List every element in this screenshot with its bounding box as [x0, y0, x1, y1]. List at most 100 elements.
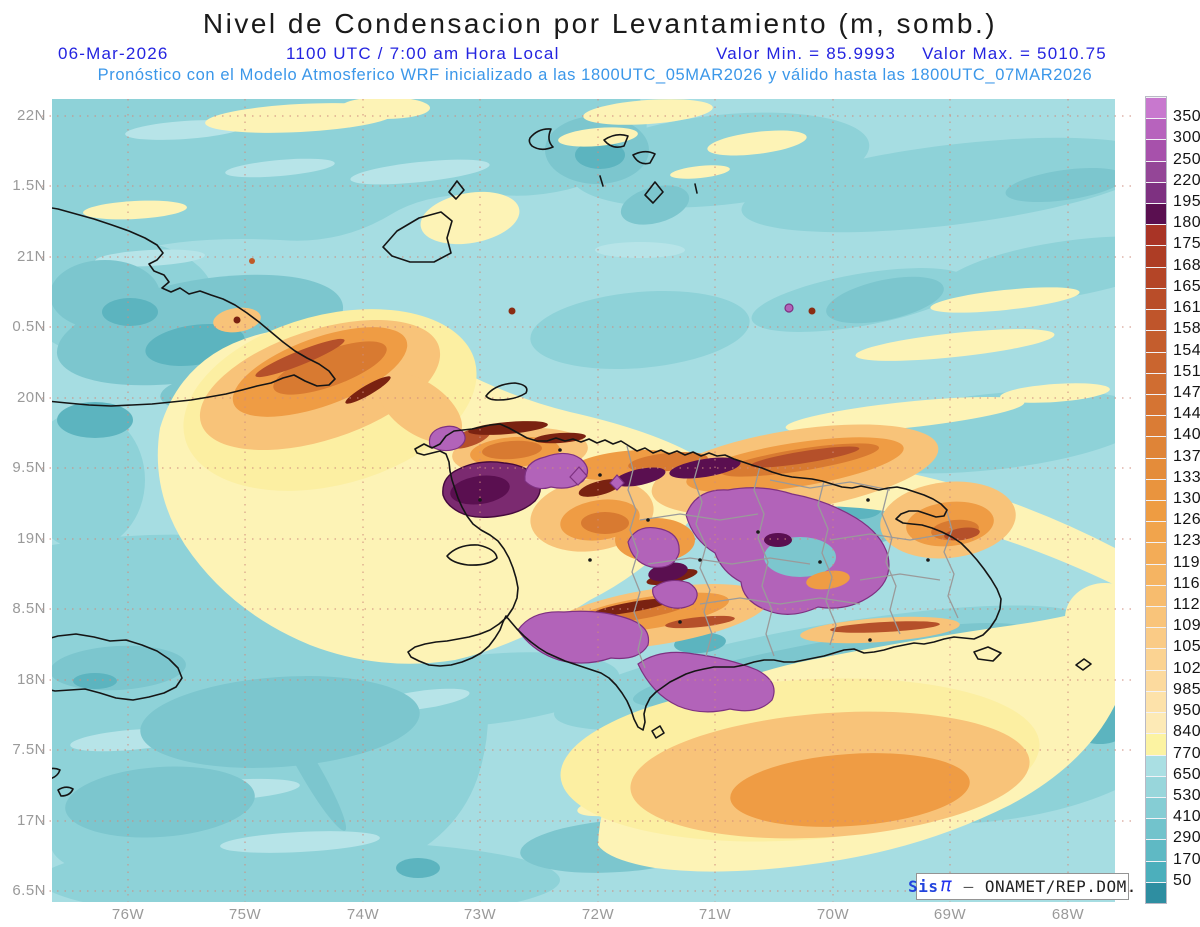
colorbar-cell	[1146, 224, 1166, 246]
colorbar-cell	[1146, 563, 1166, 585]
tortuga-island	[485, 382, 528, 401]
minmax-values: Valor Min. = 85.9993 Valor Max. = 5010.7…	[716, 44, 1107, 64]
x-axis-label: 68W	[1051, 906, 1085, 923]
colorbar-label: 1545	[1173, 341, 1200, 359]
colorbar-label: 1650	[1173, 277, 1200, 295]
watermark-brand: Sis	[908, 877, 939, 896]
colorbar-label: 1055	[1173, 638, 1200, 656]
colorbar-label: 290	[1173, 829, 1200, 847]
colorbar-label: 3500	[1173, 108, 1200, 126]
colorbar-label: 1370	[1173, 447, 1200, 465]
watermark-badge: Sis π – ONAMET/REP.DOM.	[908, 873, 1136, 900]
province-borders	[626, 445, 959, 669]
colorbar-cell	[1146, 542, 1166, 564]
colorbar-label: 1265	[1173, 511, 1200, 529]
colorbar-cell	[1146, 733, 1166, 755]
colorbar-label: 1230	[1173, 532, 1200, 550]
colorbar-label: 1195	[1173, 553, 1200, 571]
inagua-island	[382, 211, 453, 263]
colorbar-cell	[1146, 521, 1166, 543]
colorbar-cell	[1146, 118, 1166, 140]
lcl-shaded-field	[52, 99, 1115, 902]
gonave-island	[446, 544, 498, 566]
colorbar-cell	[1146, 287, 1166, 310]
colorbar-cell	[1146, 97, 1166, 119]
colorbar-label: 170	[1173, 850, 1200, 868]
y-axis-label: 1.5N	[12, 177, 46, 194]
colorbar-cell	[1146, 754, 1166, 776]
colorbar-cell	[1146, 669, 1166, 691]
colorbar-label: 1475	[1173, 383, 1200, 401]
mona-island	[1075, 658, 1092, 671]
jamaica-coastline	[52, 633, 183, 701]
colorbar-cell	[1146, 500, 1166, 522]
y-axis-label: 20N	[16, 389, 46, 406]
cuba-coastline	[52, 207, 336, 407]
x-axis-label: 76W	[111, 906, 145, 923]
beata-island	[651, 725, 665, 739]
colorbar-cell	[1146, 330, 1166, 352]
colorbar-label: 1510	[1173, 362, 1200, 380]
colorbar-label: 650	[1173, 765, 1200, 783]
station-dots	[478, 448, 930, 642]
colorbar-cell	[1146, 818, 1166, 840]
model-run-subtitle: Pronóstico con el Modelo Atmosferico WRF…	[97, 66, 1093, 84]
colorbar-cell	[1146, 415, 1166, 437]
x-axis-label: 74W	[346, 906, 380, 923]
y-axis-label: 22N	[16, 107, 46, 124]
valid-time: 1100 UTC / 7:00 am Hora Local	[286, 44, 560, 63]
page-title: Nivel de Condensacion por Levantamiento …	[202, 8, 998, 39]
colorbar-label: 1160	[1173, 574, 1200, 592]
colorbar-cell	[1146, 266, 1166, 288]
colorbar-cell	[1146, 139, 1166, 161]
colorbar-cell	[1146, 606, 1166, 628]
colorbar-label: 1335	[1173, 468, 1200, 486]
saona-island	[973, 646, 1002, 662]
colorbar-cell	[1146, 181, 1166, 204]
colorbar-label: 1800	[1173, 214, 1200, 232]
colorbar-cell	[1146, 627, 1166, 649]
y-axis-label: 6.5N	[12, 882, 46, 899]
colorbar-cell	[1146, 648, 1166, 670]
colorbar-label: 1440	[1173, 405, 1200, 423]
value-max: Valor Max. = 5010.75	[922, 44, 1107, 63]
x-axis-label: 69W	[933, 906, 967, 923]
x-axis-label: 75W	[228, 906, 262, 923]
colorbar-label: 1580	[1173, 320, 1200, 338]
colorbar-label: 530	[1173, 786, 1200, 804]
colorbar-cell	[1146, 881, 1166, 903]
colorbar-cell	[1146, 690, 1166, 713]
colorbar-cell	[1146, 457, 1166, 479]
y-axis-label: 0.5N	[12, 318, 46, 335]
x-axis-label: 70W	[816, 906, 850, 923]
colorbar-label: 1125	[1173, 596, 1200, 614]
coastlines	[52, 128, 1092, 797]
colorbar-label: 840	[1173, 723, 1200, 741]
colorbar-label: 2500	[1173, 150, 1200, 168]
colorbar-cell	[1146, 203, 1166, 225]
turks-caicos-islands	[528, 128, 554, 151]
colorbar-label: 770	[1173, 744, 1200, 762]
colorbar-label: 1950	[1173, 193, 1200, 211]
x-axis-label: 71W	[698, 906, 732, 923]
y-axis-label: 18N	[16, 671, 46, 688]
colorbar-cell	[1146, 584, 1166, 607]
colorbar	[1145, 96, 1167, 904]
colorbar-cell	[1146, 860, 1166, 882]
x-axis-label: 73W	[463, 906, 497, 923]
colorbar-cell	[1146, 245, 1166, 267]
colorbar-label: 1300	[1173, 490, 1200, 507]
y-axis-label: 17N	[16, 812, 46, 829]
colorbar-cell	[1146, 436, 1166, 458]
y-axis-label: 8.5N	[12, 600, 46, 617]
x-axis-label: 72W	[581, 906, 615, 923]
colorbar-label: 1090	[1173, 617, 1200, 635]
value-min: Valor Min. = 85.9993	[716, 44, 897, 63]
y-axis-label: 7.5N	[12, 741, 46, 758]
colorbar-cell	[1146, 478, 1166, 500]
watermark-org: ONAMET/REP.DOM.	[984, 877, 1137, 896]
y-axis-label: 21N	[16, 248, 46, 265]
colorbar-label: 1615	[1173, 299, 1200, 317]
colorbar-cell	[1146, 351, 1166, 373]
